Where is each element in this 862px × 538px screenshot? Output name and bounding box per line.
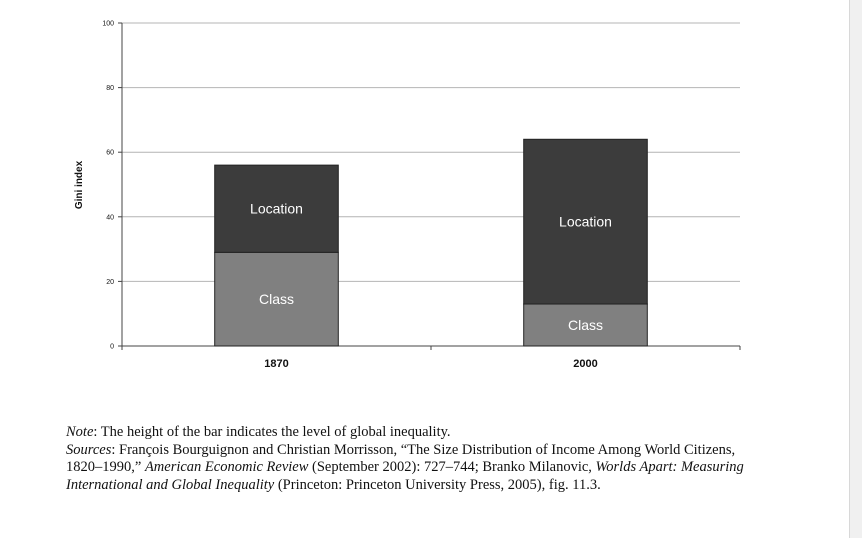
y-tick-label-60: 60	[106, 150, 114, 157]
x-tick-labels: 1870 2000	[264, 358, 597, 370]
y-tick-label-100: 100	[102, 21, 114, 28]
sources-text-1: : François Bourguignon and Christian Mor…	[66, 441, 736, 476]
window-edge	[849, 0, 862, 538]
bar-segment-location-2000	[523, 138, 648, 305]
x-tick-label-1870: 1870	[264, 358, 288, 370]
y-tick-label-80: 80	[106, 85, 114, 92]
note-text: : The height of the bar indicates the le…	[93, 424, 451, 440]
sources-text-2: (September 2002): 727–744; Branko Milano…	[312, 459, 592, 476]
sources-text-3: (Princeton: Princeton University Press, …	[277, 476, 601, 493]
sources-journal: American Economic Review	[144, 459, 309, 476]
sources-label: Sources	[66, 441, 112, 458]
data-label-class-1870: Class	[259, 291, 294, 307]
y-axis-label: Gini index	[74, 160, 85, 209]
data-label-location-1870: Location	[250, 201, 303, 217]
x-tick-label-2000: 2000	[573, 358, 597, 370]
data-label-class-2000: Class	[568, 317, 603, 333]
y-tick-labels: 0 20 40 60 80 100	[102, 21, 114, 351]
data-label-location-2000: Location	[559, 214, 612, 230]
y-tick-label-40: 40	[106, 214, 114, 221]
note-line: Note: The height of the bar indicates th…	[66, 424, 756, 442]
figure-notes: Note: The height of the bar indicates th…	[66, 424, 756, 494]
bars: Class Location Class Location	[214, 138, 648, 347]
note-label: Note	[66, 424, 94, 440]
sources-line: Sources: François Bourguignon and Christ…	[66, 442, 756, 495]
sources-book: Worlds Apart: Measuring International an…	[66, 459, 744, 493]
bar-segment-location-1870	[214, 164, 339, 253]
y-tick-label-20: 20	[106, 279, 114, 286]
y-tick-label-0: 0	[110, 344, 114, 351]
